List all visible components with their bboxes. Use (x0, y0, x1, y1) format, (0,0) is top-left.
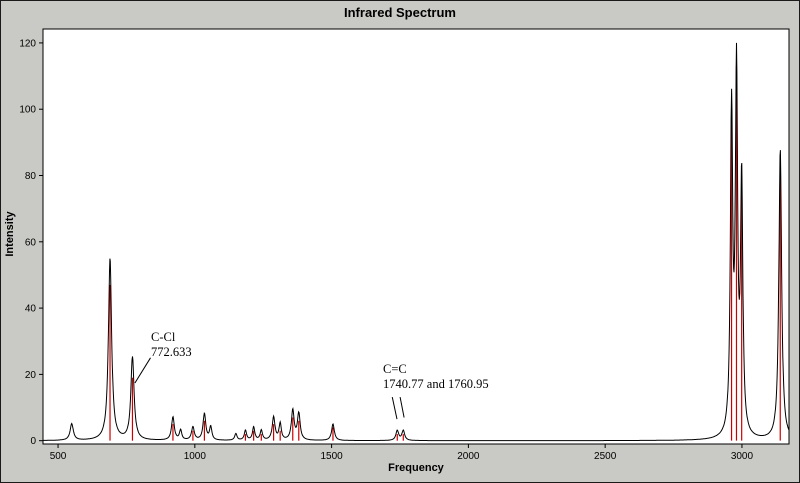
y-tick-label: 80 (25, 171, 37, 182)
y-tick-label: 0 (30, 436, 36, 447)
annotation-text: C=C (383, 362, 407, 376)
annotation-leader-line (134, 357, 151, 384)
y-tick-label: 40 (25, 304, 37, 315)
y-tick-label: 100 (19, 105, 36, 116)
annotation-text: 1740.77 and 1760.95 (383, 377, 489, 391)
chart-title: Infrared Spectrum (344, 5, 456, 20)
y-tick-label: 120 (19, 38, 36, 49)
spectrum-curve (43, 42, 790, 442)
annotation-text: 772.633 (151, 345, 192, 359)
x-tick-label: 2000 (457, 451, 480, 462)
annotation-box (379, 361, 494, 398)
x-tick-label: 2500 (594, 451, 617, 462)
x-tick-label: 3000 (731, 451, 754, 462)
x-tick-label: 500 (50, 451, 67, 462)
y-tick-label: 60 (25, 237, 37, 248)
y-tick-label: 20 (25, 370, 37, 381)
annotation-text: C-Cl (151, 330, 176, 344)
x-tick-label: 1000 (184, 451, 207, 462)
x-tick-label: 1500 (320, 451, 343, 462)
x-axis-label: Frequency (388, 462, 444, 474)
y-axis-label: Intensity (4, 211, 16, 257)
